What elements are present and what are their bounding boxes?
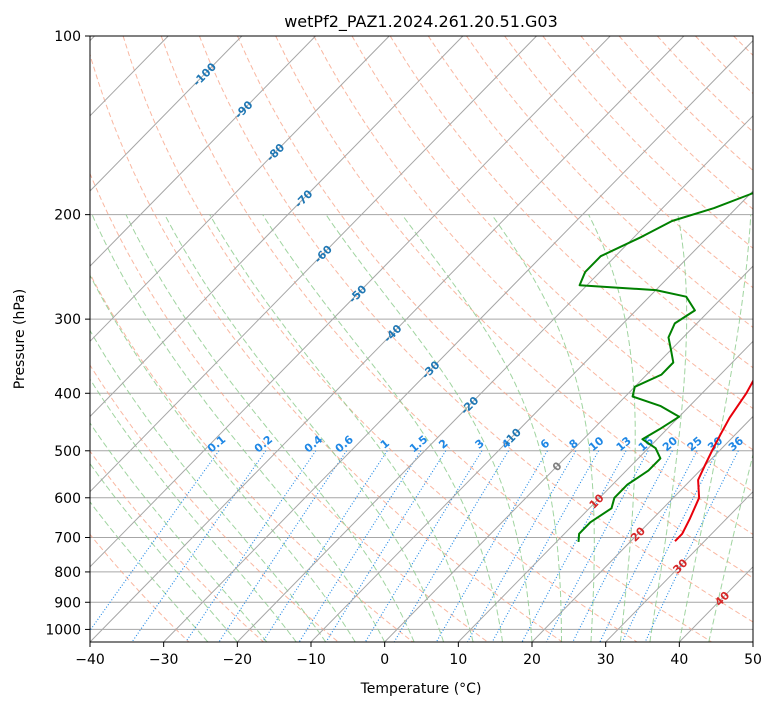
dewpoint-line bbox=[577, 191, 753, 542]
isotherm--70 bbox=[90, 36, 464, 418]
moist-adiabat bbox=[262, 214, 503, 642]
x-tick-label: 40 bbox=[670, 652, 688, 668]
moist-adiabat bbox=[325, 214, 533, 642]
x-tick-label: 50 bbox=[744, 652, 762, 668]
x-tick-label: 20 bbox=[523, 652, 541, 668]
mixing-ratio-line bbox=[325, 450, 447, 642]
isotherm--50 bbox=[90, 36, 611, 568]
y-tick-label: 600 bbox=[54, 491, 81, 507]
dry-adiabat bbox=[198, 36, 753, 623]
isotherm--60 bbox=[90, 36, 537, 493]
moist-adiabat bbox=[401, 214, 562, 642]
mixing-ratio-line bbox=[467, 450, 577, 642]
moist-adiabat bbox=[90, 501, 209, 642]
mixing-ratio-line bbox=[298, 450, 422, 642]
mixing-ratio-line bbox=[364, 450, 483, 642]
moist-adiabat bbox=[588, 214, 636, 642]
isotherm--40 bbox=[90, 36, 685, 642]
dry-adiabat bbox=[90, 52, 563, 642]
plot-area bbox=[90, 36, 753, 642]
dry-adiabat bbox=[90, 172, 488, 642]
mixing-ratio-line bbox=[131, 450, 267, 642]
x-tick-label: 30 bbox=[597, 652, 615, 668]
chart-title: wetPf2_PAZ1.2024.261.20.51.G03 bbox=[284, 12, 558, 32]
y-tick-label: 100 bbox=[54, 29, 81, 45]
isotherm-0 bbox=[384, 265, 753, 642]
isotherm-30 bbox=[605, 490, 753, 642]
dry-adiabat bbox=[237, 36, 753, 579]
x-tick-label: −20 bbox=[223, 652, 253, 668]
x-tick-label: −40 bbox=[75, 652, 105, 668]
x-tick-label: 10 bbox=[449, 652, 467, 668]
moist-adiabat bbox=[90, 274, 356, 642]
isotherm--20 bbox=[236, 115, 753, 642]
isotherm-10 bbox=[457, 340, 753, 642]
moist-adiabat bbox=[125, 214, 415, 642]
moist-adiabat bbox=[90, 422, 268, 642]
y-tick-label: 200 bbox=[54, 208, 81, 224]
sounding-series bbox=[577, 191, 753, 542]
isotherm--90 bbox=[90, 36, 316, 267]
dry-adiabat bbox=[90, 364, 339, 642]
grid-lines bbox=[90, 36, 753, 630]
isotherm--80 bbox=[90, 36, 390, 343]
isotherm--10 bbox=[310, 190, 753, 642]
y-tick-label: 500 bbox=[54, 444, 81, 460]
moist-adiabat bbox=[90, 329, 327, 642]
moist-adiabat bbox=[678, 214, 752, 642]
isotherm-20 bbox=[531, 415, 753, 642]
x-tick-label: −10 bbox=[296, 652, 326, 668]
moist-adiabat bbox=[91, 214, 386, 642]
dry-adiabat bbox=[122, 36, 638, 642]
isotherm--30 bbox=[163, 39, 753, 642]
mixing-ratio-line bbox=[621, 450, 718, 642]
moist-adiabat bbox=[164, 214, 445, 642]
mixing-ratio-line bbox=[218, 450, 348, 642]
temperature-line bbox=[674, 379, 753, 542]
moist-adiabat bbox=[649, 214, 688, 642]
x-tick-label: 0 bbox=[380, 652, 389, 668]
y-tick-label: 1000 bbox=[45, 622, 81, 638]
plot-frame bbox=[89, 35, 754, 643]
y-tick-label: 800 bbox=[54, 565, 81, 581]
moist-adiabat bbox=[90, 378, 297, 642]
isotherm--100 bbox=[90, 36, 243, 192]
moist-adiabats bbox=[90, 214, 753, 642]
mixing-ratio-line bbox=[599, 450, 698, 642]
y-tick-label: 900 bbox=[54, 595, 81, 611]
dry-adiabat bbox=[313, 36, 753, 493]
x-axis-label: Temperature (°C) bbox=[360, 681, 482, 697]
moist-adiabat bbox=[90, 462, 238, 642]
mixing-ratio-line bbox=[262, 450, 388, 642]
moist-adiabat bbox=[209, 214, 474, 642]
mixing-ratio-line bbox=[572, 450, 673, 642]
x-tick-label: −30 bbox=[149, 652, 179, 668]
y-tick-label: 700 bbox=[54, 531, 81, 547]
y-tick-label: 300 bbox=[54, 312, 81, 328]
y-tick-label: 400 bbox=[54, 386, 81, 402]
moist-adiabat bbox=[491, 214, 595, 642]
moist-adiabat bbox=[708, 452, 753, 642]
skewed-isotherms bbox=[90, 36, 753, 642]
y-axis-label: Pressure (hPa) bbox=[12, 289, 28, 389]
axes: −40 −30 −20 −10 0 10 20 30 40 50 100 200 300 400 500 60… bbox=[45, 29, 762, 668]
